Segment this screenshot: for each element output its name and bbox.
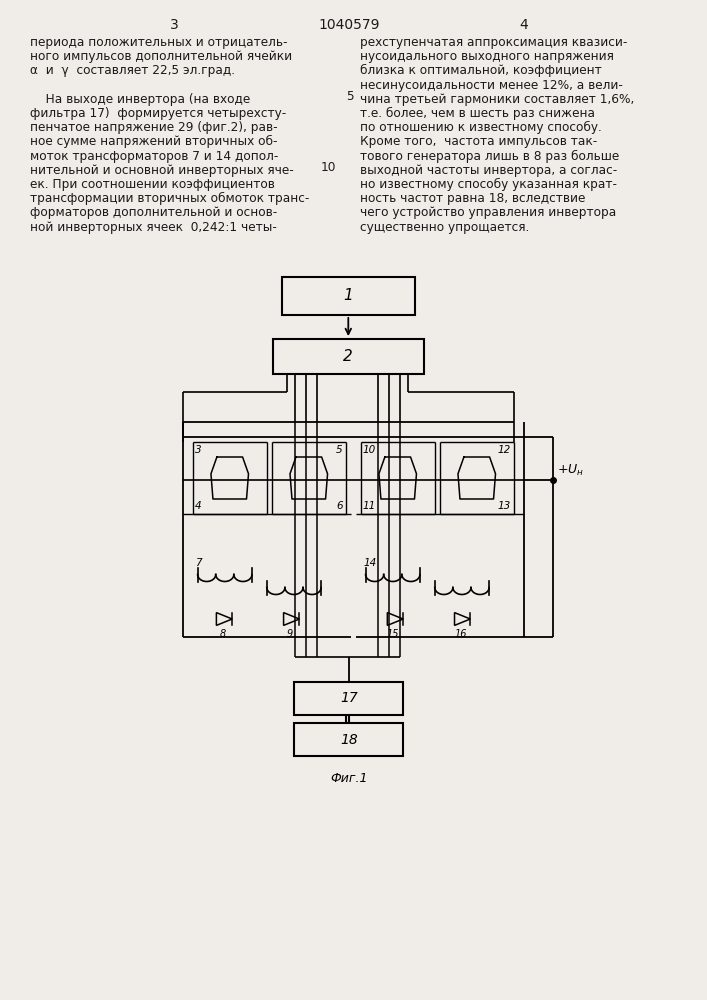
Text: 17: 17 bbox=[340, 692, 358, 706]
Text: по отношению к известному способу.: по отношению к известному способу. bbox=[360, 121, 602, 134]
Text: пенчатое напряжение 29 (фиг.2), рав-: пенчатое напряжение 29 (фиг.2), рав- bbox=[30, 121, 277, 134]
Text: ное сумме напряжений вторичных об-: ное сумме напряжений вторичных об- bbox=[30, 135, 277, 148]
Text: трансформации вторичных обмоток транс-: трансформации вторичных обмоток транс- bbox=[30, 192, 309, 205]
Text: 18: 18 bbox=[340, 732, 358, 746]
Text: форматоров дополнительной и основ-: форматоров дополнительной и основ- bbox=[30, 206, 277, 219]
Text: 8: 8 bbox=[219, 629, 226, 639]
Text: 14: 14 bbox=[363, 558, 377, 568]
Text: Фиг.1: Фиг.1 bbox=[330, 772, 368, 785]
Text: моток трансформаторов 7 и 14 допол-: моток трансформаторов 7 и 14 допол- bbox=[30, 150, 278, 163]
Text: существенно упрощается.: существенно упрощается. bbox=[360, 221, 529, 234]
Text: 11: 11 bbox=[363, 501, 376, 511]
Text: На выходе инвертора (на входе: На выходе инвертора (на входе bbox=[30, 93, 250, 106]
Text: выходной частоты инвертора, а соглас-: выходной частоты инвертора, а соглас- bbox=[360, 164, 617, 177]
Text: 1: 1 bbox=[344, 288, 354, 304]
Bar bbox=[281, 277, 415, 315]
Text: но известному способу указанная крат-: но известному способу указанная крат- bbox=[360, 178, 617, 191]
Bar bbox=[294, 682, 403, 715]
Text: 13: 13 bbox=[498, 501, 511, 511]
Text: фильтра 17)  формируется четырехсту-: фильтра 17) формируется четырехсту- bbox=[30, 107, 286, 120]
Text: 4: 4 bbox=[194, 501, 201, 511]
Text: чего устройство управления инвертора: чего устройство управления инвертора bbox=[360, 206, 616, 219]
Bar bbox=[273, 339, 424, 374]
Text: 3: 3 bbox=[194, 445, 201, 455]
Text: 1040579: 1040579 bbox=[318, 18, 380, 32]
Text: +$U_{н}$: +$U_{н}$ bbox=[557, 463, 584, 478]
Text: периода положительных и отрицатель-: периода положительных и отрицатель- bbox=[30, 36, 287, 49]
Text: ек. При соотношении коэффициентов: ек. При соотношении коэффициентов bbox=[30, 178, 274, 191]
Text: 10: 10 bbox=[363, 445, 376, 455]
Text: ной инверторных ячеек  0,242:1 четы-: ной инверторных ячеек 0,242:1 четы- bbox=[30, 221, 276, 234]
Text: чина третьей гармоники составляет 1,6%,: чина третьей гармоники составляет 1,6%, bbox=[360, 93, 634, 106]
Text: 5: 5 bbox=[346, 90, 354, 103]
Bar bbox=[294, 723, 403, 756]
Text: Кроме того,  частота импульсов так-: Кроме того, частота импульсов так- bbox=[360, 135, 597, 148]
Text: 15: 15 bbox=[387, 629, 399, 639]
Text: 6: 6 bbox=[337, 501, 343, 511]
Text: 4: 4 bbox=[520, 18, 528, 32]
Text: 5: 5 bbox=[337, 445, 343, 455]
Text: α  и  γ  составляет 22,5 эл.град.: α и γ составляет 22,5 эл.град. bbox=[30, 64, 235, 77]
Text: тового генератора лишь в 8 раз больше: тового генератора лишь в 8 раз больше bbox=[360, 150, 619, 163]
Text: ного импульсов дополнительной ячейки: ного импульсов дополнительной ячейки bbox=[30, 50, 292, 63]
Text: 16: 16 bbox=[454, 629, 467, 639]
Text: близка к оптимальной, коэффициент: близка к оптимальной, коэффициент bbox=[360, 64, 602, 77]
Text: 3: 3 bbox=[170, 18, 178, 32]
Text: нительной и основной инверторных яче-: нительной и основной инверторных яче- bbox=[30, 164, 293, 177]
Text: 2: 2 bbox=[344, 349, 354, 364]
Text: т.е. более, чем в шесть раз снижена: т.е. более, чем в шесть раз снижена bbox=[360, 107, 595, 120]
Text: несинусоидальности менее 12%, а вели-: несинусоидальности менее 12%, а вели- bbox=[360, 79, 623, 92]
Text: 9: 9 bbox=[286, 629, 293, 639]
Text: 10: 10 bbox=[320, 161, 336, 174]
Text: рехступенчатая аппроксимация квазиси-: рехступенчатая аппроксимация квазиси- bbox=[360, 36, 627, 49]
Text: ность частот равна 18, вследствие: ность частот равна 18, вследствие bbox=[360, 192, 585, 205]
Text: 7: 7 bbox=[194, 558, 201, 568]
Text: нусоидального выходного напряжения: нусоидального выходного напряжения bbox=[360, 50, 614, 63]
Text: 12: 12 bbox=[498, 445, 511, 455]
